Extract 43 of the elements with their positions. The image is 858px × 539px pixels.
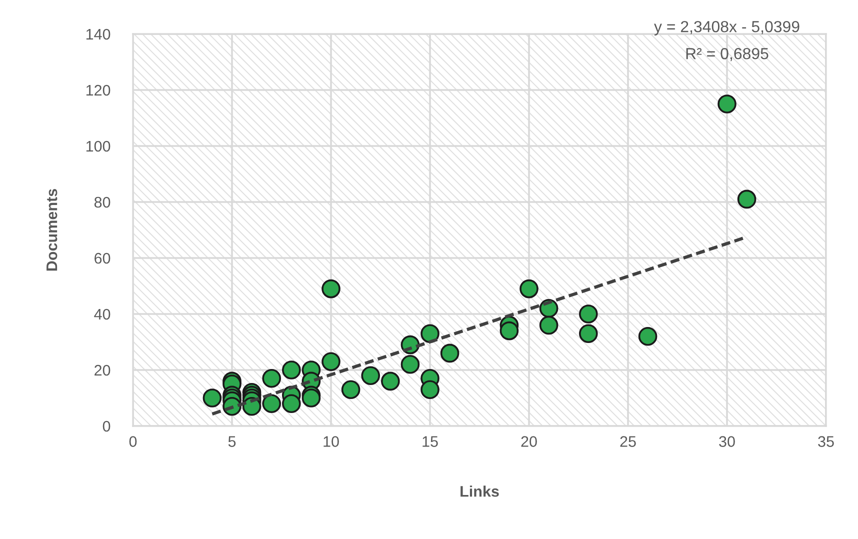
y-tick-label: 40 <box>94 308 110 320</box>
x-tick-label: 20 <box>521 436 537 447</box>
x-tick-label: 35 <box>818 436 834 447</box>
x-tick-label: 15 <box>422 436 438 447</box>
point <box>539 316 558 335</box>
point <box>302 388 321 408</box>
y-axis-title: Documents <box>46 189 58 271</box>
point <box>400 354 420 374</box>
x-tick-label: 30 <box>719 436 735 447</box>
y-tick-label: 140 <box>86 28 110 40</box>
y-tick-label: 60 <box>94 252 110 264</box>
point <box>380 372 400 391</box>
point <box>718 94 736 114</box>
point <box>341 380 360 400</box>
y-tick-label: 20 <box>94 364 110 376</box>
x-tick-label: 5 <box>228 436 236 447</box>
point <box>440 344 460 363</box>
point <box>361 366 380 386</box>
point <box>282 394 301 414</box>
point <box>322 352 340 372</box>
point <box>578 324 598 344</box>
point <box>737 190 756 209</box>
y-tick-label: 0 <box>102 420 110 432</box>
point <box>420 324 440 344</box>
y-tick-label: 80 <box>94 196 110 208</box>
x-tick-label: 0 <box>129 436 137 447</box>
y-tick-label: 100 <box>86 140 110 152</box>
point <box>420 380 440 400</box>
point <box>520 279 538 298</box>
point <box>262 394 282 414</box>
x-axis-title: Links <box>460 486 499 497</box>
point <box>262 368 282 388</box>
y-tick-label: 120 <box>86 84 110 96</box>
point <box>578 304 598 324</box>
point <box>282 360 301 380</box>
annotation: y = 2,3408x - 5,0399 <box>654 20 800 36</box>
point <box>500 321 519 340</box>
point <box>322 279 340 298</box>
annotation: R² = 0,6895 <box>686 48 768 62</box>
x-tick-label: 25 <box>620 436 636 447</box>
x-tick-label: 10 <box>324 436 339 447</box>
point <box>638 326 658 346</box>
point <box>202 388 222 408</box>
